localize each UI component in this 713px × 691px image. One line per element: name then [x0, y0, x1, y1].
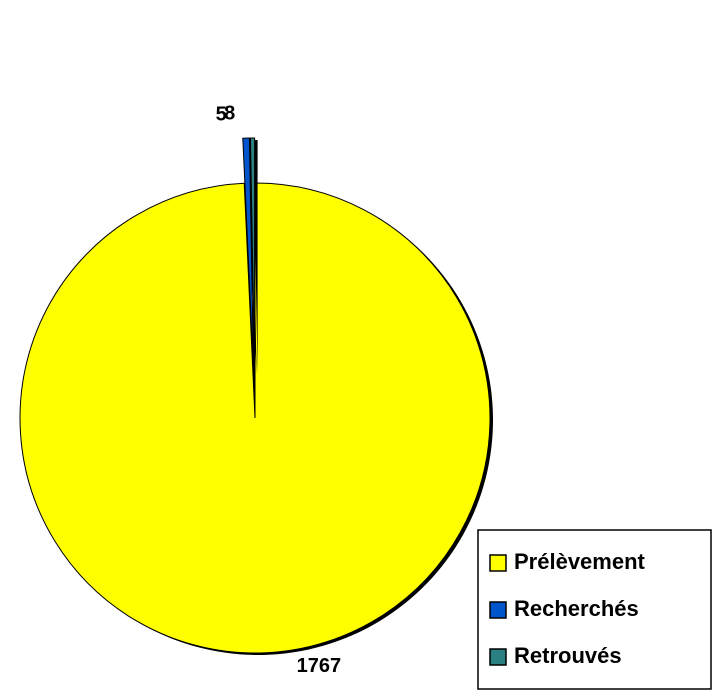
legend-label: Retrouvés — [514, 643, 622, 668]
legend-swatch — [489, 554, 507, 572]
slice — [242, 137, 255, 374]
legend: Prélèvement Recherchés Retrouvés — [477, 529, 712, 690]
legend-label: Prélèvement — [514, 549, 646, 574]
legend-swatch — [489, 601, 507, 619]
legend-swatch — [489, 648, 507, 666]
slice — [19, 182, 491, 654]
data-label: 1767 — [297, 655, 342, 677]
legend-box — [477, 529, 712, 690]
data-label: 5 — [216, 103, 227, 125]
data-label: 8 — [224, 102, 235, 124]
slice — [249, 137, 256, 374]
legend-label: Recherchés — [514, 596, 639, 621]
pie: 1767 85 — [19, 102, 493, 677]
